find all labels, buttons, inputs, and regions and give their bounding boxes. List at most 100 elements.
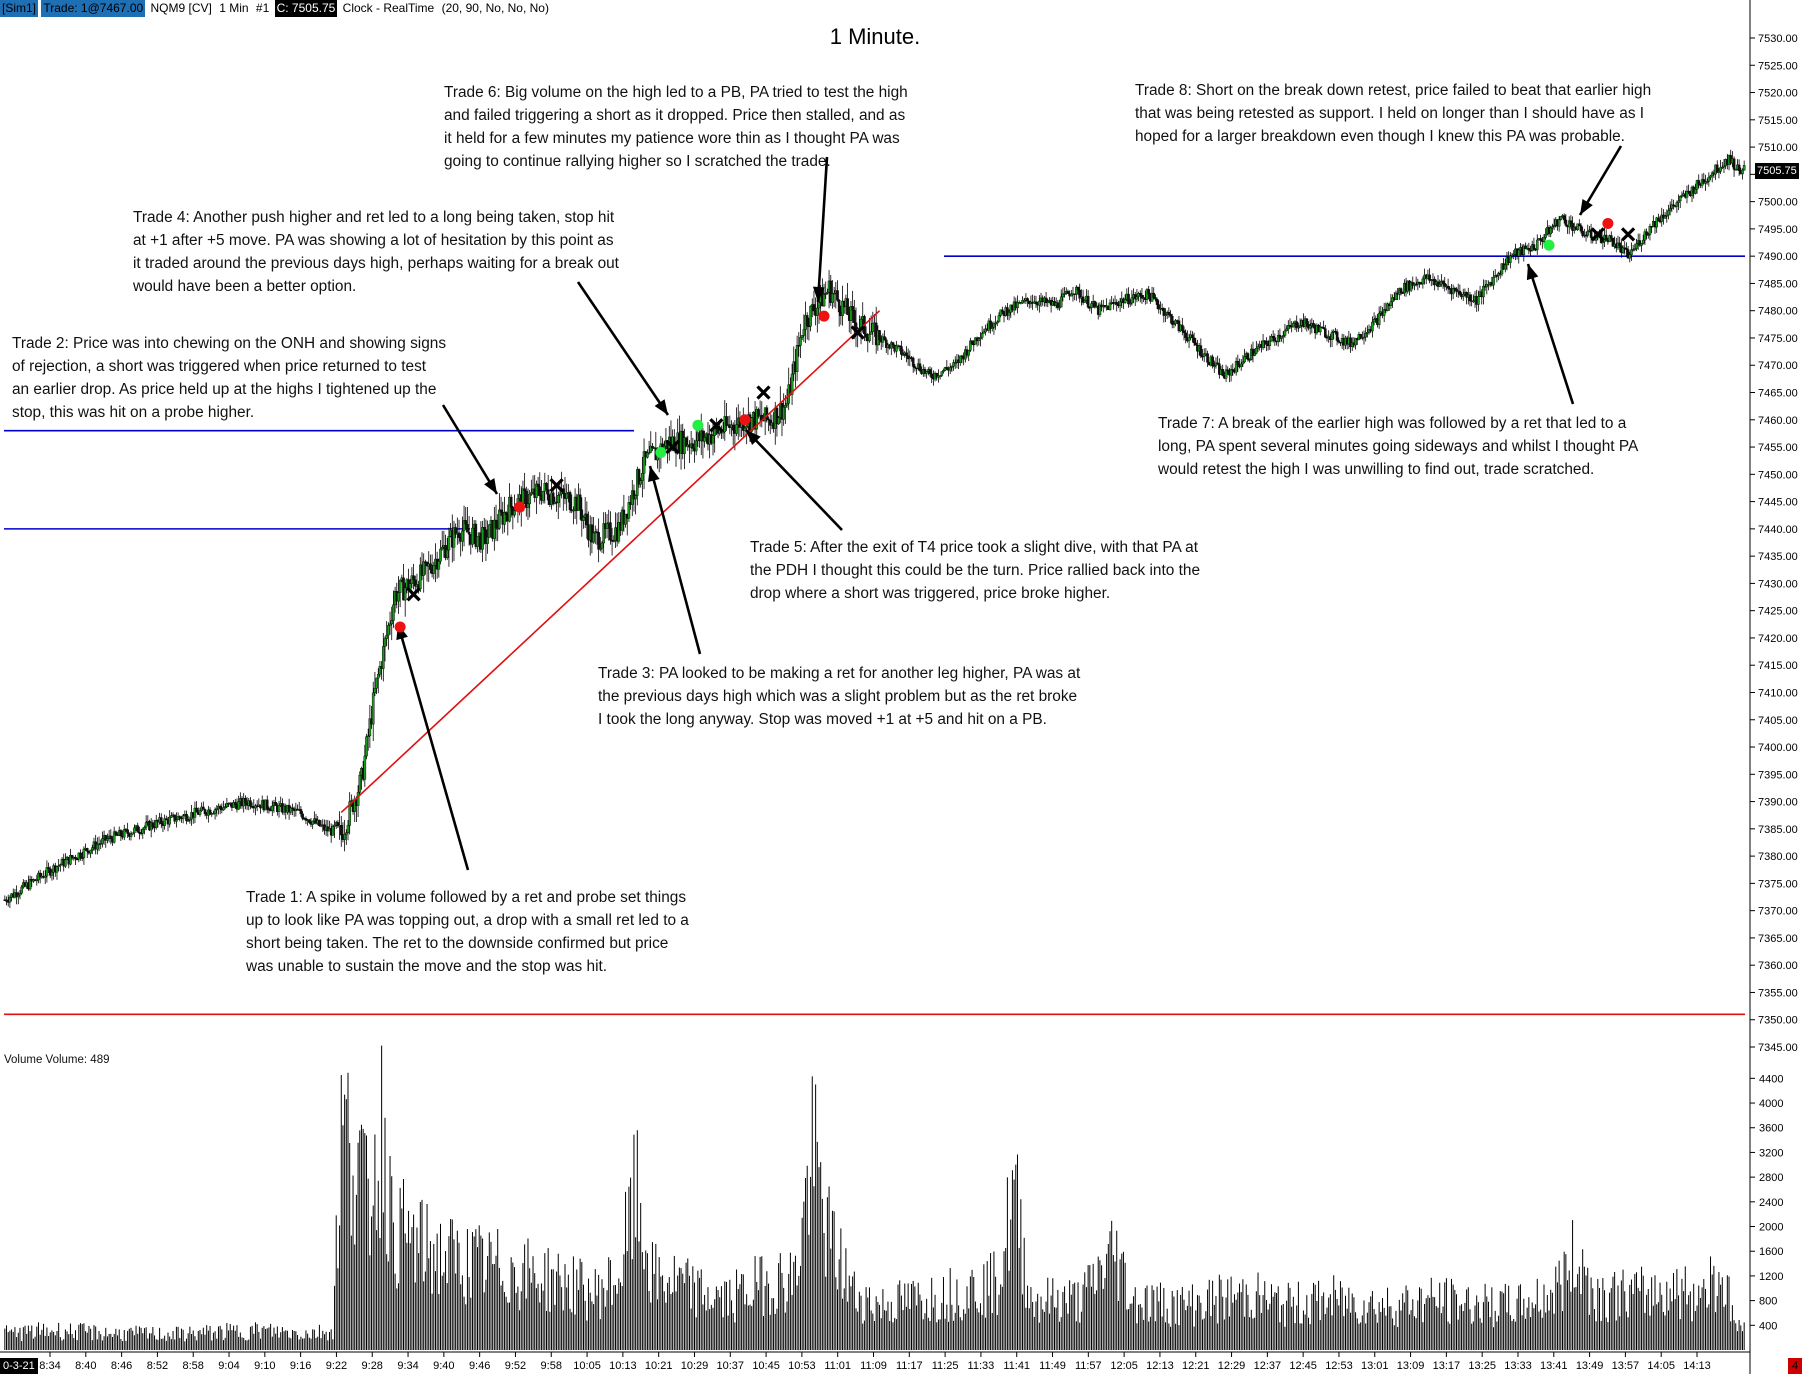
- candle-body: [1409, 282, 1413, 291]
- candle-body: [1169, 314, 1172, 317]
- candle-body: [1677, 200, 1680, 203]
- candle-body: [1428, 274, 1431, 281]
- candle-body: [1655, 217, 1658, 228]
- candle-body: [1621, 247, 1625, 253]
- candle-body: [101, 838, 104, 844]
- time-tick-label: 13:33: [1504, 1360, 1532, 1372]
- candle-body: [999, 309, 1002, 316]
- candle-body: [1184, 332, 1187, 338]
- candle-body: [447, 535, 451, 551]
- price-tick-label: 7530.00: [1758, 33, 1798, 45]
- candle-body: [208, 809, 212, 815]
- chart-title: 1 Minute.: [829, 24, 921, 49]
- time-tick-label: 9:34: [397, 1360, 418, 1372]
- annotation-trade-6: Trade 6: Big volume on the high led to a…: [444, 84, 908, 170]
- candle-body: [1359, 334, 1362, 339]
- candle-body: [600, 542, 604, 549]
- candle-body: [755, 409, 759, 430]
- candle-body: [74, 856, 77, 860]
- candle-body: [225, 803, 229, 807]
- candle-body: [440, 546, 444, 550]
- time-tick-label: 13:41: [1540, 1360, 1568, 1372]
- candle-body: [1155, 299, 1159, 305]
- candle-body: [1191, 334, 1194, 339]
- candle-body: [822, 294, 826, 307]
- candle-body: [1046, 301, 1050, 304]
- candle-body: [1130, 297, 1134, 304]
- candle-body: [422, 561, 425, 576]
- candle-body: [935, 373, 939, 378]
- candle-body: [331, 826, 335, 836]
- candle-body: [1181, 324, 1184, 331]
- candle-body: [735, 424, 738, 434]
- candle-body: [398, 579, 402, 593]
- exit-marker: [1620, 227, 1636, 242]
- time-tick-label: 12:05: [1110, 1360, 1138, 1372]
- candle-body: [1685, 190, 1689, 198]
- candle-body: [1461, 293, 1465, 298]
- candle-body: [784, 404, 787, 408]
- candle-body: [193, 807, 197, 818]
- price-axis: 7530.00 7525.00 7520.00 7515.00 7510.00 7505.…: [1750, 33, 1798, 1054]
- candle-body: [837, 300, 841, 313]
- annotation-arrow-head: [648, 466, 660, 483]
- candle-body: [474, 523, 478, 547]
- candle-body: [311, 820, 314, 825]
- candle-body: [1059, 296, 1063, 308]
- candle-body: [1152, 292, 1156, 298]
- candle-body: [1687, 190, 1690, 193]
- candle-body: [454, 527, 457, 535]
- candle-body: [413, 579, 417, 587]
- candle-body: [1421, 278, 1425, 285]
- candle-body: [624, 513, 627, 525]
- candle-body: [1517, 249, 1521, 257]
- candle-body: [970, 340, 974, 345]
- time-tick-label: 12:21: [1182, 1360, 1210, 1372]
- candle-body: [585, 513, 589, 526]
- candle-body: [371, 692, 375, 725]
- candle-body: [244, 798, 247, 804]
- horizontal-lines: [4, 255, 1745, 1016]
- candle-body: [168, 816, 171, 825]
- trade-tag[interactable]: Trade: 1@7467.00: [41, 0, 146, 17]
- candle-body: [918, 363, 922, 371]
- candle-body: [291, 807, 294, 810]
- candle-body: [1061, 293, 1065, 298]
- volume-tick-label: 800: [1759, 1296, 1777, 1308]
- candle-body: [388, 623, 392, 626]
- time-tick-label: 9:40: [433, 1360, 454, 1372]
- time-tick-label: 12:37: [1254, 1360, 1282, 1372]
- annotation-arrow-head: [746, 430, 761, 445]
- volume-tick-label: 2400: [1759, 1197, 1783, 1209]
- candle-body: [1206, 353, 1209, 363]
- candle-body: [85, 848, 89, 852]
- candle-body: [378, 666, 382, 675]
- candle-body: [445, 549, 449, 559]
- time-tick-label: 8:52: [147, 1360, 168, 1372]
- price-tick-label: 7400.00: [1758, 742, 1798, 754]
- candle-body: [627, 502, 631, 519]
- candle-body: [198, 810, 202, 815]
- candle-body: [1451, 288, 1455, 295]
- account-tag[interactable]: [Sim1]: [0, 0, 39, 17]
- candle-body: [1702, 179, 1706, 184]
- candle-body: [711, 435, 715, 444]
- candle-body: [1118, 301, 1122, 307]
- time-tick-label: 11:57: [1075, 1360, 1102, 1372]
- candle-body: [1377, 313, 1381, 325]
- candle-body: [1579, 225, 1583, 232]
- candle-body: [1255, 347, 1258, 354]
- candle-body: [356, 792, 360, 806]
- volume-tick-label: 2000: [1759, 1222, 1783, 1234]
- candle-body: [1324, 328, 1327, 338]
- time-tick-label: 12:53: [1325, 1360, 1353, 1372]
- time-tick-label: 13:25: [1468, 1360, 1496, 1372]
- candle-body: [1123, 299, 1127, 304]
- candle-body: [829, 280, 833, 303]
- candle-body: [1157, 304, 1161, 310]
- candle-body: [528, 493, 531, 505]
- candle-body: [373, 687, 377, 694]
- candle-body: [1665, 214, 1669, 217]
- annotation-arrow-line: [745, 429, 843, 531]
